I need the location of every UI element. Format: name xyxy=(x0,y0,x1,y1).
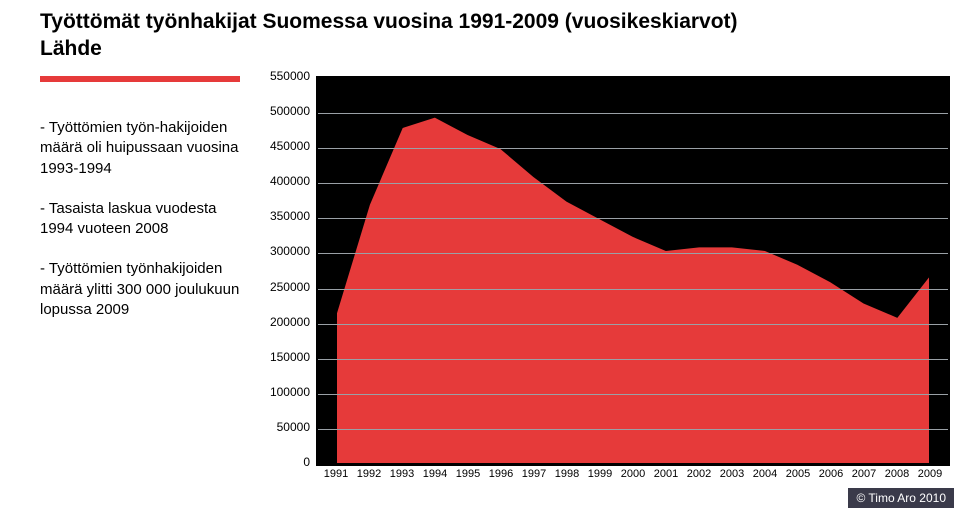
x-tick-label: 1993 xyxy=(390,468,414,480)
y-tick-label: 350000 xyxy=(258,209,310,223)
y-tick-label: 150000 xyxy=(258,350,310,364)
x-tick-label: 2006 xyxy=(819,468,843,480)
y-tick-label: 100000 xyxy=(258,385,310,399)
x-tick-label: 1996 xyxy=(489,468,513,480)
summary-column: - Työttömien työn-hakijoiden määrä oli h… xyxy=(40,118,240,340)
gridline xyxy=(318,148,948,149)
x-tick-label: 2007 xyxy=(852,468,876,480)
x-axis-labels: 1991 1992 1993 1994 1995 1996 1997 1998 1999 2000… xyxy=(318,468,948,484)
x-tick-label: 2009 xyxy=(918,468,942,480)
gridline xyxy=(318,218,948,219)
title-line-2: Lähde xyxy=(40,37,102,60)
x-tick-label: 2008 xyxy=(885,468,909,480)
gridline xyxy=(318,359,948,360)
gridline xyxy=(318,183,948,184)
x-tick-label: 1992 xyxy=(357,468,381,480)
area-series xyxy=(336,117,930,464)
summary-para-3: - Työttömien työnhakijoiden määrä ylitti… xyxy=(40,259,240,320)
x-tick-label: 1998 xyxy=(555,468,579,480)
x-tick-label: 1997 xyxy=(522,468,546,480)
x-tick-label: 2003 xyxy=(720,468,744,480)
x-tick-label: 2001 xyxy=(654,468,678,480)
x-tick-label: 2002 xyxy=(687,468,711,480)
plot-area xyxy=(318,78,948,464)
gridline xyxy=(318,394,948,395)
y-tick-label: 300000 xyxy=(258,244,310,258)
y-tick-label: 550000 xyxy=(258,69,310,83)
y-tick-label: 250000 xyxy=(258,280,310,294)
gridline xyxy=(318,324,948,325)
chart-container: Lähde: TEM 05000010000015000020000025000… xyxy=(258,76,950,486)
x-tick-label: 1995 xyxy=(456,468,480,480)
x-tick-label: 2005 xyxy=(786,468,810,480)
title-line-1: Työttömät työnhakijat Suomessa vuosina 1… xyxy=(40,10,738,33)
x-tick-label: 1991 xyxy=(324,468,348,480)
y-tick-label: 500000 xyxy=(258,104,310,118)
x-tick-label: 2004 xyxy=(753,468,777,480)
x-tick-label: 2000 xyxy=(621,468,645,480)
summary-para-1: - Työttömien työn-hakijoiden määrä oli h… xyxy=(40,118,240,179)
gridline xyxy=(318,253,948,254)
gridline xyxy=(318,289,948,290)
copyright-tag: © Timo Aro 2010 xyxy=(848,488,954,508)
area-chart-svg xyxy=(318,78,948,464)
gridline xyxy=(318,429,948,430)
gridline xyxy=(318,113,948,114)
x-tick-label: 1999 xyxy=(588,468,612,480)
y-tick-label: 450000 xyxy=(258,139,310,153)
y-tick-label: 0 xyxy=(258,455,310,469)
y-tick-label: 50000 xyxy=(258,420,310,434)
accent-bar xyxy=(40,76,240,82)
summary-para-2: - Tasaista laskua vuodesta 1994 vuoteen … xyxy=(40,199,240,240)
y-tick-label: 400000 xyxy=(258,174,310,188)
x-tick-label: 1994 xyxy=(423,468,447,480)
y-tick-label: 200000 xyxy=(258,315,310,329)
page-title: Työttömät työnhakijat Suomessa vuosina 1… xyxy=(40,8,738,63)
chart-frame: 1991199219931994199519961997199819992000… xyxy=(316,76,950,466)
